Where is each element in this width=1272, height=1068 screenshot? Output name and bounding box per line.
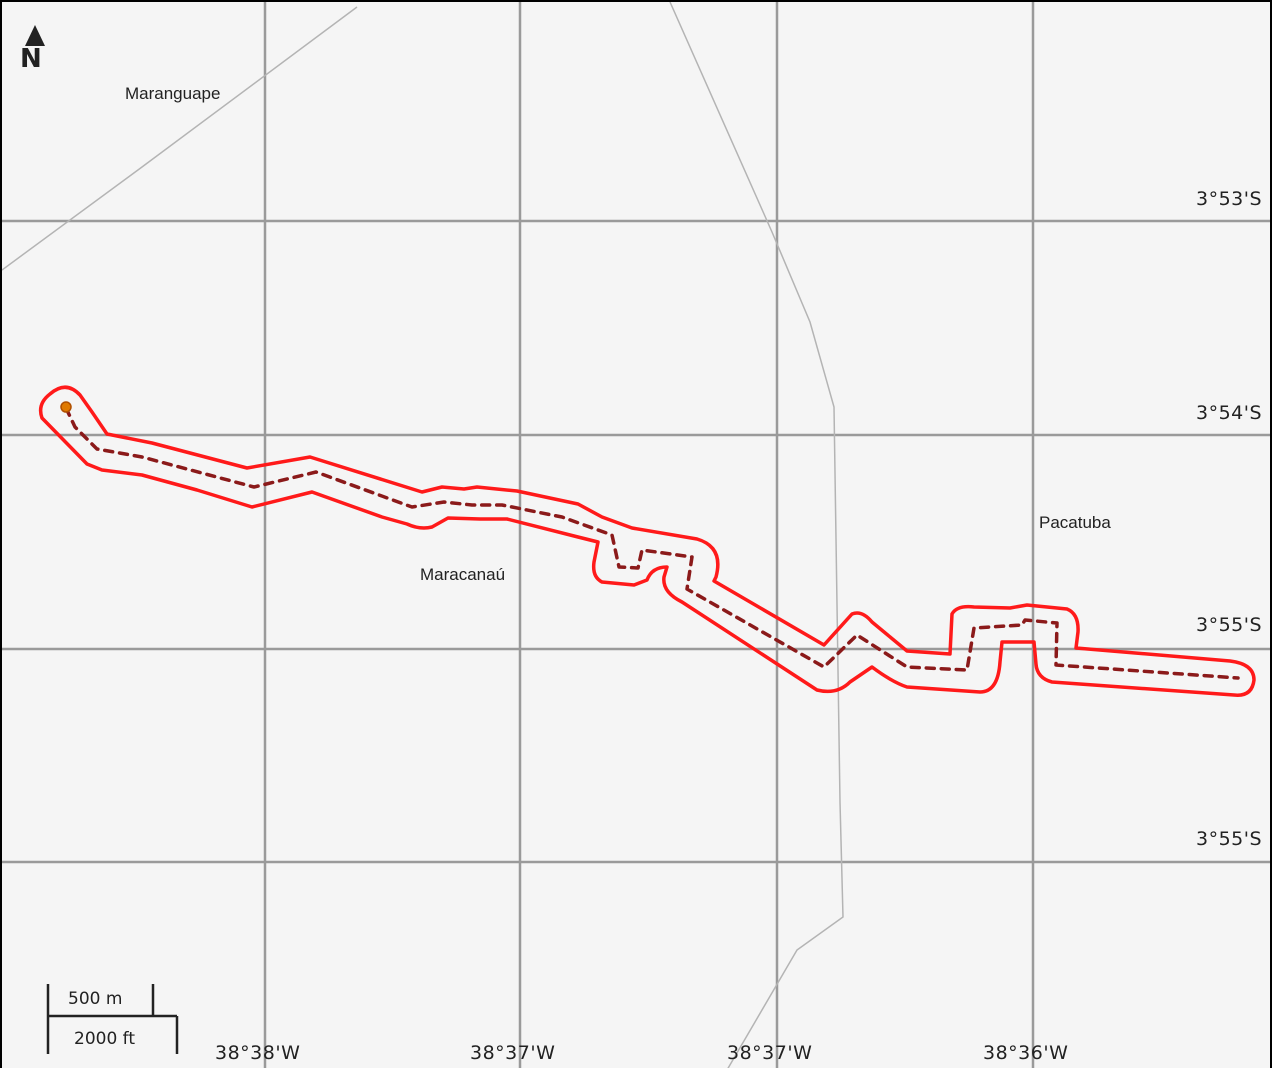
road: [2, 6, 358, 271]
road: [669, 2, 844, 1068]
scale-label-imperial: 2000 ft: [74, 1029, 136, 1049]
north-label: N: [20, 44, 42, 74]
roads: [2, 2, 844, 1068]
route-centerline: [64, 406, 1240, 680]
scale-bar-graphic: [46, 984, 179, 1054]
latitude-label: 3°55'S: [1196, 828, 1263, 850]
route-start-marker: [60, 401, 72, 413]
latitude-label: 3°55'S: [1196, 614, 1263, 636]
place-label-pacatuba: Pacatuba: [1039, 513, 1111, 532]
scale-bar: 500 m 2000 ft: [46, 982, 186, 1062]
latitude-label: 3°54'S: [1196, 402, 1263, 424]
north-arrow-icon: [25, 25, 45, 46]
route: [38, 385, 1256, 697]
longitude-label: 38°36'W: [983, 1042, 1069, 1064]
place-label-maranguape: Maranguape: [125, 84, 221, 103]
place-label-maracanau: Maracanaú: [420, 565, 506, 584]
longitude-label: 38°38'W: [215, 1042, 301, 1064]
latitude-label: 3°53'S: [1196, 188, 1263, 210]
scale-label-metric: 500 m: [68, 989, 123, 1009]
route-buffer-outline: [38, 385, 1256, 697]
longitude-label: 38°37'W: [470, 1042, 556, 1064]
longitude-label: 38°37'W: [727, 1042, 813, 1064]
north-arrow: [19, 24, 51, 74]
